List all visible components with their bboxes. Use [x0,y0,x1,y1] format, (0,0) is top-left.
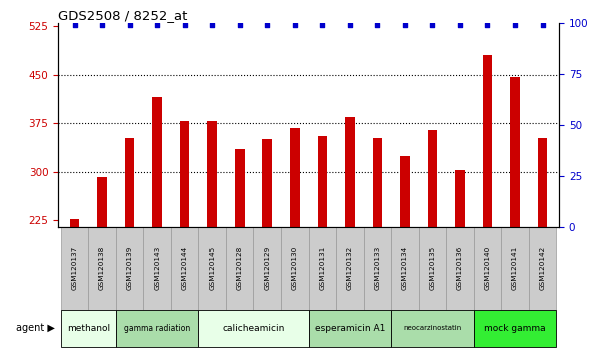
Text: GSM120130: GSM120130 [292,246,298,290]
Bar [254,227,281,310]
Text: GSM120142: GSM120142 [540,246,546,290]
Point [235,22,244,28]
Text: GSM120141: GSM120141 [512,246,518,290]
Point [180,22,189,28]
Bar [116,227,144,310]
Bar [263,139,272,354]
Point [152,22,162,28]
Bar [61,227,89,310]
Bar [144,227,171,310]
Point [125,22,134,28]
Point [70,22,79,28]
Text: GSM120136: GSM120136 [457,246,463,290]
Bar [97,177,107,354]
Point [483,22,492,28]
Bar [70,219,79,354]
Text: GSM120132: GSM120132 [347,246,353,290]
Text: mock gamma: mock gamma [484,324,546,333]
Point [318,22,327,28]
Bar [336,227,364,310]
Text: methanol: methanol [67,324,110,333]
Bar [345,117,354,354]
Bar [226,227,254,310]
Bar [474,310,556,347]
Bar [474,227,501,310]
Text: GSM120145: GSM120145 [209,246,215,290]
Bar [309,310,391,347]
Bar [400,155,410,354]
Point [345,22,355,28]
Point [538,22,547,28]
Text: gamma radiation: gamma radiation [124,324,190,333]
Bar [61,310,116,347]
Text: GSM120137: GSM120137 [71,246,78,290]
Bar [281,227,309,310]
Bar [455,170,465,354]
Bar [207,121,217,354]
Bar [501,227,529,310]
Point [373,22,382,28]
Bar [180,121,189,354]
Bar [419,227,446,310]
Bar [483,55,492,354]
Bar [428,130,437,354]
Bar [391,310,474,347]
Bar [199,227,226,310]
Bar [89,227,116,310]
Bar [290,128,299,354]
Text: GSM120134: GSM120134 [402,246,408,290]
Bar [538,138,547,354]
Point [400,22,410,28]
Text: agent ▶: agent ▶ [16,324,55,333]
Text: GSM120133: GSM120133 [375,246,381,290]
Text: GSM120143: GSM120143 [154,246,160,290]
Bar [446,227,474,310]
Bar [125,138,134,354]
Bar [235,149,244,354]
Bar [373,138,382,354]
Point [428,22,437,28]
Point [207,22,217,28]
Bar [199,310,309,347]
Point [262,22,272,28]
Point [97,22,107,28]
Text: GSM120128: GSM120128 [236,246,243,290]
Text: GSM120135: GSM120135 [430,246,436,290]
Text: GSM120138: GSM120138 [99,246,105,290]
Text: neocarzinostatin: neocarzinostatin [403,325,461,331]
Text: esperamicin A1: esperamicin A1 [315,324,385,333]
Bar [116,310,199,347]
Point [290,22,299,28]
Bar [152,97,162,354]
Bar [391,227,419,310]
Bar [309,227,336,310]
Point [455,22,465,28]
Text: GSM120129: GSM120129 [265,246,270,290]
Point [510,22,520,28]
Bar [318,136,327,354]
Text: GSM120144: GSM120144 [181,246,188,290]
Text: GSM120139: GSM120139 [126,246,133,290]
Text: GSM120131: GSM120131 [320,246,325,290]
Bar [510,77,520,354]
Bar [364,227,391,310]
Text: GDS2508 / 8252_at: GDS2508 / 8252_at [58,9,188,22]
Text: calicheamicin: calicheamicin [222,324,285,333]
Text: GSM120140: GSM120140 [485,246,491,290]
Bar [171,227,199,310]
Bar [529,227,556,310]
